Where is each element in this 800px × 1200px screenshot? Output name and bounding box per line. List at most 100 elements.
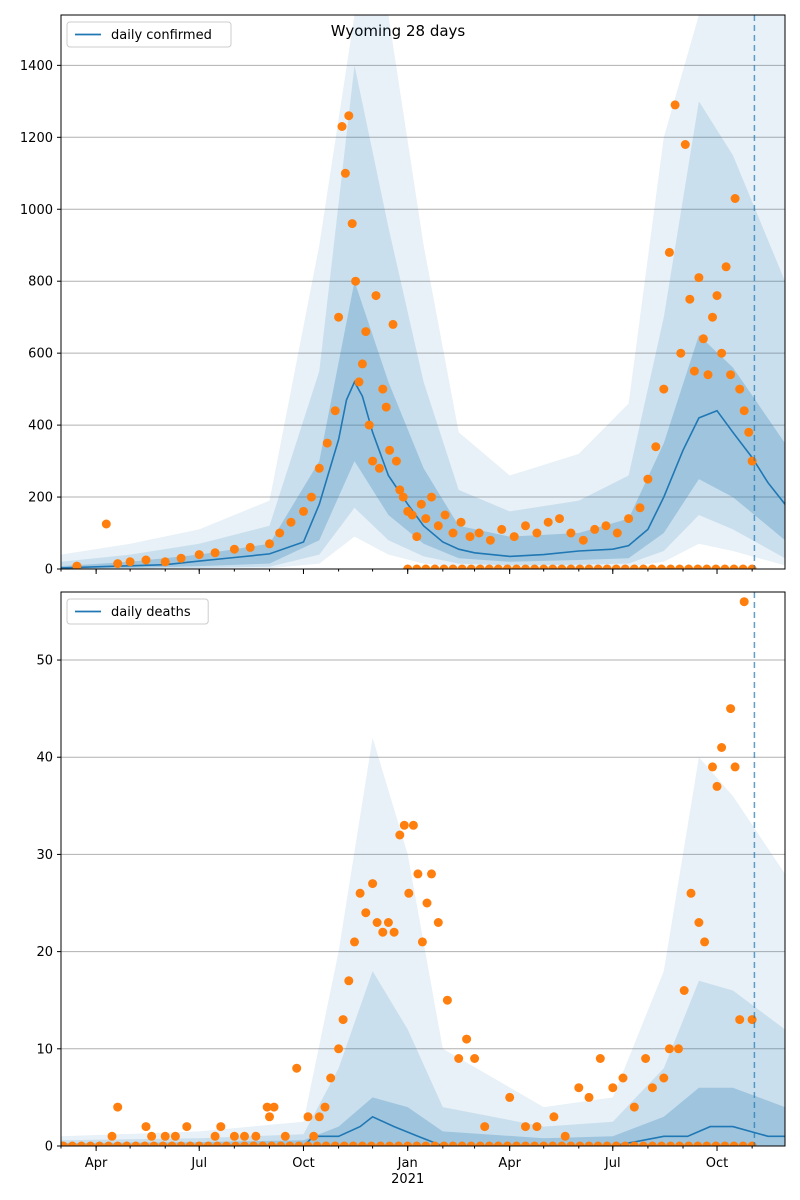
observed-zero-point [185, 1141, 195, 1146]
observed-zero-point [666, 1141, 676, 1146]
observed-point [618, 1073, 628, 1083]
observed-point [182, 1122, 192, 1132]
observed-point [395, 830, 405, 840]
observed-point [412, 532, 422, 542]
observed-point [404, 888, 414, 898]
observed-point [240, 1131, 249, 1141]
y-tick-label: 1400 [20, 59, 53, 74]
observed-zero-point [493, 1141, 503, 1146]
legend-label: daily confirmed [111, 28, 212, 43]
legend: daily deaths [66, 598, 209, 625]
observed-point [368, 456, 378, 466]
observed-zero-point [149, 1141, 159, 1146]
observed-zero-point [158, 1141, 168, 1146]
observed-zero-point [131, 1141, 141, 1146]
y-tick-label: 20 [36, 945, 53, 960]
observed-point [635, 503, 645, 513]
observed-zero-point [276, 1141, 286, 1146]
observed-zero-point [602, 564, 612, 569]
observed-point [417, 937, 427, 947]
observed-point [726, 370, 736, 380]
observed-point [689, 366, 699, 376]
observed-zero-point [738, 1141, 748, 1146]
observed-point [532, 1122, 542, 1132]
observed-zero-point [285, 1141, 295, 1146]
observed-point [314, 463, 324, 473]
observed-point [659, 1073, 669, 1083]
y-tick-label: 10 [36, 1042, 53, 1057]
observed-zero-point [221, 1141, 231, 1146]
observed-zero-point [702, 1141, 712, 1146]
x-tick-label: Jan [397, 1156, 418, 1171]
observed-zero-point [312, 1141, 322, 1146]
observed-zero-point [602, 1141, 612, 1146]
observed-zero-point [729, 564, 739, 569]
observed-zero-point [167, 1141, 177, 1146]
observed-point [574, 1083, 584, 1093]
observed-zero-point [95, 1141, 104, 1146]
x-tick-label: Oct [706, 1156, 728, 1171]
y-tick-label: 600 [28, 347, 53, 362]
observed-zero-point [539, 564, 549, 569]
plot-area [61, 15, 785, 569]
observed-point [210, 548, 220, 558]
observed-point [125, 557, 135, 567]
observed-zero-point [575, 1141, 585, 1146]
observed-point [686, 888, 696, 898]
observed-point [357, 359, 367, 369]
observed-zero-point [512, 564, 521, 569]
observed-point [601, 521, 611, 531]
observed-zero-point [611, 564, 621, 569]
observed-point [708, 312, 717, 322]
observed-point [647, 1083, 657, 1093]
observed-zero-point [502, 1141, 512, 1146]
observed-zero-point [76, 1141, 86, 1146]
observed-point [398, 492, 408, 502]
observed-zero-point [675, 564, 685, 569]
observed-point [543, 517, 553, 527]
observed-point [470, 1054, 480, 1063]
observed-point [664, 247, 674, 257]
observed-point [612, 528, 622, 538]
observed-point [389, 927, 399, 937]
observed-point [280, 1131, 290, 1141]
observed-point [361, 327, 371, 337]
observed-point [442, 995, 452, 1005]
legend-label: daily deaths [111, 605, 191, 620]
observed-point [364, 420, 374, 430]
observed-zero-point [548, 1141, 558, 1146]
observed-zero-point [521, 564, 530, 569]
observed-point [578, 535, 588, 545]
observed-point [456, 517, 466, 527]
observed-point [141, 1122, 151, 1132]
observed-point [170, 1131, 180, 1141]
observed-point [747, 1015, 757, 1025]
observed-point [624, 514, 634, 524]
observed-point [113, 559, 123, 569]
observed-point [368, 879, 378, 889]
observed-zero-point [729, 1141, 739, 1146]
observed-zero-point [557, 1141, 567, 1146]
observed-zero-point [475, 564, 485, 569]
observed-point [462, 1034, 472, 1044]
observed-point [141, 555, 151, 565]
band-95% [61, 15, 785, 569]
observed-point [712, 781, 722, 791]
observed-zero-point [657, 564, 666, 569]
observed-point [286, 517, 296, 527]
observed-point [712, 291, 722, 301]
observed-point [381, 402, 391, 412]
observed-zero-point [530, 564, 540, 569]
observed-zero-point [176, 1141, 186, 1146]
observed-point [700, 937, 710, 947]
observed-point [355, 888, 365, 898]
observed-zero-point [702, 564, 712, 569]
observed-point [340, 168, 350, 178]
observed-point [385, 445, 395, 455]
observed-zero-point [212, 1141, 222, 1146]
observed-point [555, 514, 564, 524]
observed-zero-point [693, 564, 703, 569]
observed-point [334, 1044, 344, 1054]
observed-point [372, 918, 382, 927]
observed-point [399, 820, 409, 830]
